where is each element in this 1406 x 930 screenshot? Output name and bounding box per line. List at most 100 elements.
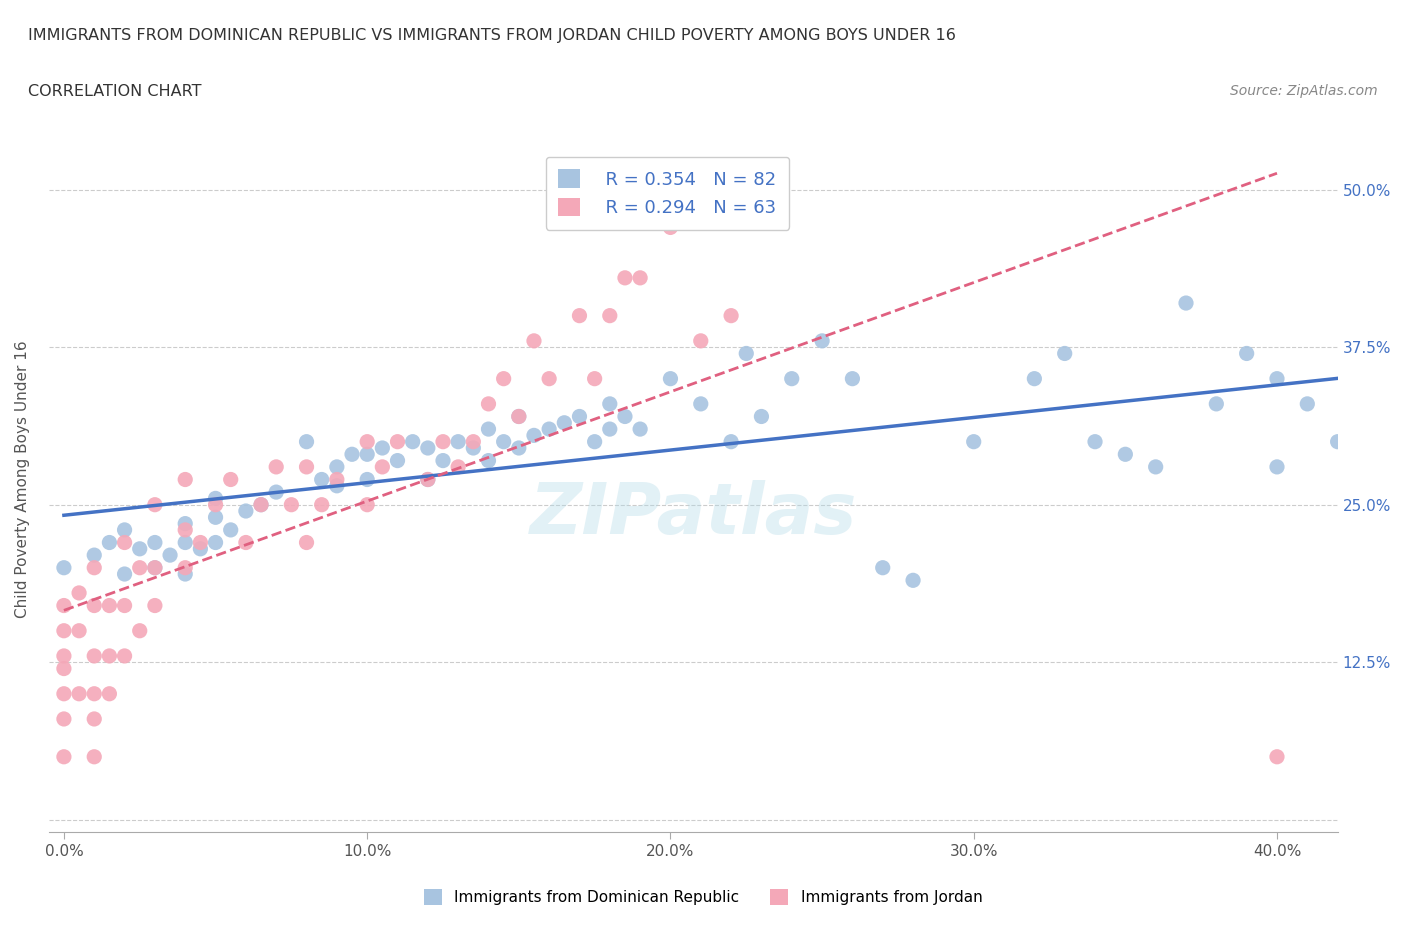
Legend: Immigrants from Dominican Republic, Immigrants from Jordan: Immigrants from Dominican Republic, Immi… [416, 882, 990, 913]
Point [659, 220, 682, 235]
Point [735, 346, 758, 361]
Point [143, 560, 166, 575]
Point [371, 441, 394, 456]
Point [1024, 371, 1046, 386]
Point [143, 498, 166, 512]
Point [83, 560, 105, 575]
Point [128, 560, 150, 575]
Point [387, 434, 409, 449]
Point [599, 421, 621, 436]
Point [83, 711, 105, 726]
Point [447, 434, 470, 449]
Point [114, 566, 136, 581]
Point [371, 459, 394, 474]
Point [872, 560, 894, 575]
Point [204, 510, 226, 525]
Point [751, 409, 773, 424]
Point [250, 498, 273, 512]
Point [204, 498, 226, 512]
Point [356, 472, 378, 487]
Point [174, 560, 197, 575]
Point [52, 686, 75, 701]
Point [326, 472, 349, 487]
Point [83, 648, 105, 663]
Point [628, 271, 651, 286]
Point [204, 535, 226, 550]
Point [613, 271, 636, 286]
Point [52, 648, 75, 663]
Point [1296, 396, 1319, 411]
Point [264, 459, 287, 474]
Point [174, 516, 197, 531]
Point [128, 623, 150, 638]
Point [416, 472, 439, 487]
Point [523, 428, 546, 443]
Point [356, 446, 378, 461]
Point [523, 334, 546, 349]
Point [356, 498, 378, 512]
Legend:   R = 0.354   N = 82,   R = 0.294   N = 63: R = 0.354 N = 82, R = 0.294 N = 63 [546, 157, 789, 230]
Point [432, 453, 454, 468]
Point [1236, 346, 1258, 361]
Point [250, 498, 273, 512]
Point [568, 308, 591, 323]
Text: Source: ZipAtlas.com: Source: ZipAtlas.com [1230, 84, 1378, 98]
Point [98, 598, 121, 613]
Point [811, 334, 834, 349]
Point [432, 434, 454, 449]
Point [174, 566, 197, 581]
Point [553, 416, 575, 431]
Point [83, 598, 105, 613]
Text: ZIPatlas: ZIPatlas [530, 480, 856, 550]
Point [416, 472, 439, 487]
Point [52, 623, 75, 638]
Point [508, 409, 530, 424]
Point [114, 535, 136, 550]
Point [235, 535, 257, 550]
Point [508, 441, 530, 456]
Point [219, 472, 242, 487]
Point [190, 535, 212, 550]
Point [235, 503, 257, 518]
Y-axis label: Child Poverty Among Boys Under 16: Child Poverty Among Boys Under 16 [15, 340, 30, 618]
Point [190, 541, 212, 556]
Point [52, 750, 75, 764]
Point [67, 623, 90, 638]
Point [463, 434, 485, 449]
Point [477, 396, 499, 411]
Point [1144, 459, 1167, 474]
Point [689, 396, 711, 411]
Point [492, 434, 515, 449]
Point [416, 441, 439, 456]
Point [264, 485, 287, 499]
Text: CORRELATION CHART: CORRELATION CHART [28, 84, 201, 99]
Point [1175, 296, 1198, 311]
Point [174, 535, 197, 550]
Point [52, 661, 75, 676]
Point [901, 573, 924, 588]
Point [114, 648, 136, 663]
Point [613, 409, 636, 424]
Point [1265, 371, 1288, 386]
Point [508, 409, 530, 424]
Point [720, 308, 742, 323]
Point [387, 453, 409, 468]
Point [67, 686, 90, 701]
Point [538, 371, 561, 386]
Point [114, 523, 136, 538]
Point [538, 421, 561, 436]
Point [1326, 434, 1348, 449]
Point [83, 750, 105, 764]
Point [1265, 750, 1288, 764]
Point [492, 371, 515, 386]
Point [204, 491, 226, 506]
Point [340, 446, 363, 461]
Point [356, 434, 378, 449]
Point [841, 371, 863, 386]
Point [568, 409, 591, 424]
Point [583, 434, 606, 449]
Point [311, 472, 333, 487]
Point [159, 548, 181, 563]
Point [143, 535, 166, 550]
Point [143, 560, 166, 575]
